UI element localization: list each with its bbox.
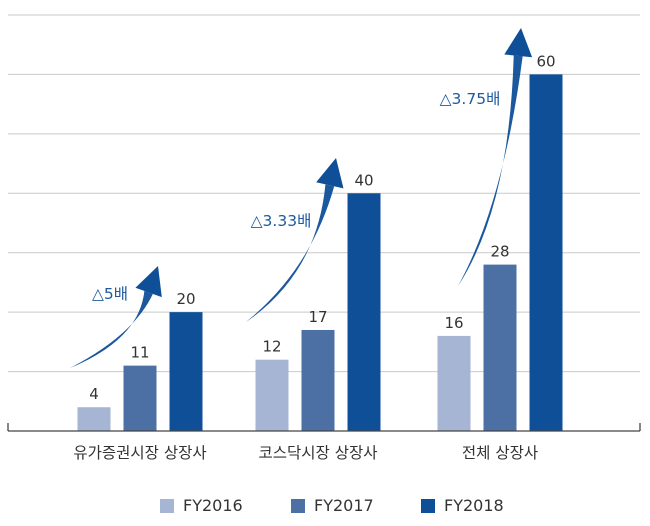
data-label: 16 bbox=[444, 314, 463, 332]
legend-item-fy2016: FY2016 bbox=[160, 496, 243, 515]
legend-item-fy2018: FY2018 bbox=[421, 496, 504, 515]
arrow-head bbox=[316, 158, 344, 189]
category-label: 유가증권시장 상장사 bbox=[73, 444, 206, 462]
x-axis bbox=[7, 423, 641, 432]
data-label: 40 bbox=[354, 171, 373, 189]
bar bbox=[437, 335, 471, 431]
bar bbox=[77, 407, 111, 431]
legend-swatch-fy2018 bbox=[421, 498, 435, 513]
category-label: 전체 상장사 bbox=[462, 444, 538, 462]
data-label: 4 bbox=[89, 385, 99, 403]
legend-item-fy2017: FY2017 bbox=[291, 496, 374, 515]
data-label: 11 bbox=[130, 344, 149, 362]
arrow-head bbox=[504, 28, 533, 58]
data-label: 28 bbox=[490, 243, 509, 261]
legend-label-fy2016: FY2016 bbox=[183, 496, 243, 515]
arrow-shaft bbox=[246, 184, 335, 322]
arrow-shaft bbox=[458, 55, 523, 287]
bar bbox=[529, 74, 563, 431]
data-label: 60 bbox=[536, 52, 555, 70]
growth-arrows bbox=[70, 28, 533, 368]
legend-label-fy2018: FY2018 bbox=[444, 496, 504, 515]
bar bbox=[255, 359, 289, 431]
growth-annotation: △3.75배 bbox=[440, 90, 501, 108]
data-label: 20 bbox=[176, 290, 195, 308]
arrow-shaft bbox=[70, 290, 153, 368]
bar bbox=[347, 193, 381, 431]
legend: FY2016 FY2017 FY2018 bbox=[0, 496, 650, 520]
bar bbox=[123, 365, 157, 431]
bars bbox=[77, 74, 563, 431]
bar bbox=[483, 264, 517, 431]
legend-swatch-fy2017 bbox=[291, 498, 305, 513]
gridlines bbox=[8, 14, 640, 373]
bar bbox=[301, 329, 335, 431]
category-label: 코스닥시장 상장사 bbox=[258, 444, 377, 462]
legend-label-fy2017: FY2017 bbox=[314, 496, 374, 515]
data-label: 12 bbox=[262, 338, 281, 356]
legend-swatch-fy2016 bbox=[160, 498, 174, 513]
bar bbox=[169, 312, 203, 431]
growth-annotation: △3.33배 bbox=[251, 212, 312, 230]
bar-chart: 4 11 20 유가증권시장 상장사 12 17 40 코스닥시장 상장사 16 28 60 전체 상… bbox=[7, 14, 641, 462]
arrow-head bbox=[135, 266, 162, 298]
growth-annotation: △5배 bbox=[92, 285, 128, 303]
data-label: 17 bbox=[308, 308, 327, 326]
labels: 4 11 20 유가증권시장 상장사 12 17 40 코스닥시장 상장사 16 28 60 전체 상… bbox=[73, 52, 555, 462]
